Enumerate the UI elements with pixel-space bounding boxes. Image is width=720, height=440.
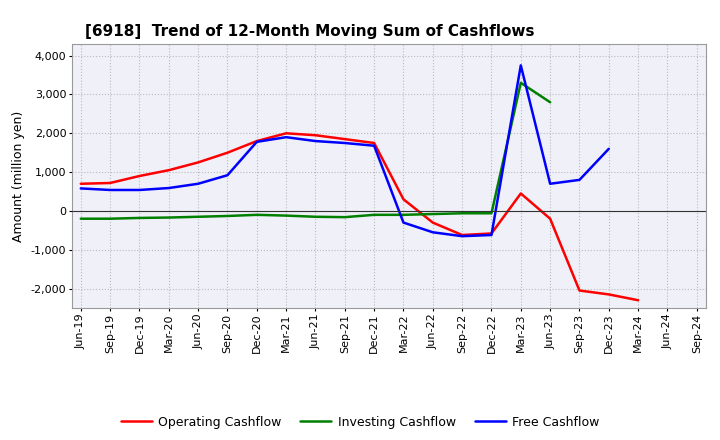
Free Cashflow	[546, 181, 554, 187]
Investing Cashflow	[311, 214, 320, 220]
Operating Cashflow	[605, 292, 613, 297]
Operating Cashflow	[164, 168, 173, 173]
Investing Cashflow	[516, 80, 525, 85]
Operating Cashflow	[106, 180, 114, 186]
Free Cashflow	[164, 185, 173, 191]
Operating Cashflow	[516, 191, 525, 196]
Operating Cashflow	[458, 232, 467, 238]
Free Cashflow	[223, 172, 232, 178]
Investing Cashflow	[76, 216, 85, 221]
Operating Cashflow	[634, 297, 642, 303]
Investing Cashflow	[458, 211, 467, 216]
Free Cashflow	[428, 230, 437, 235]
Free Cashflow	[487, 232, 496, 238]
Investing Cashflow	[399, 212, 408, 217]
Free Cashflow	[282, 135, 290, 140]
Investing Cashflow	[106, 216, 114, 221]
Legend: Operating Cashflow, Investing Cashflow, Free Cashflow: Operating Cashflow, Investing Cashflow, …	[116, 411, 604, 434]
Operating Cashflow	[399, 197, 408, 202]
Operating Cashflow	[223, 150, 232, 155]
Operating Cashflow	[546, 216, 554, 221]
Investing Cashflow	[282, 213, 290, 218]
Operating Cashflow	[282, 131, 290, 136]
Operating Cashflow	[575, 288, 584, 293]
Text: [6918]  Trend of 12-Month Moving Sum of Cashflows: [6918] Trend of 12-Month Moving Sum of C…	[85, 24, 534, 39]
Investing Cashflow	[223, 213, 232, 219]
Free Cashflow	[311, 139, 320, 144]
Operating Cashflow	[428, 220, 437, 225]
Free Cashflow	[370, 143, 379, 148]
Operating Cashflow	[341, 136, 349, 142]
Investing Cashflow	[164, 215, 173, 220]
Free Cashflow	[575, 177, 584, 183]
Investing Cashflow	[546, 99, 554, 105]
Line: Free Cashflow: Free Cashflow	[81, 66, 609, 236]
Free Cashflow	[341, 140, 349, 146]
Y-axis label: Amount (million yen): Amount (million yen)	[12, 110, 25, 242]
Free Cashflow	[106, 187, 114, 193]
Operating Cashflow	[253, 139, 261, 144]
Investing Cashflow	[487, 211, 496, 216]
Free Cashflow	[253, 139, 261, 144]
Free Cashflow	[135, 187, 144, 193]
Free Cashflow	[399, 220, 408, 225]
Investing Cashflow	[341, 215, 349, 220]
Free Cashflow	[516, 63, 525, 68]
Operating Cashflow	[76, 181, 85, 187]
Investing Cashflow	[135, 215, 144, 220]
Free Cashflow	[194, 181, 202, 187]
Operating Cashflow	[311, 132, 320, 138]
Operating Cashflow	[194, 160, 202, 165]
Investing Cashflow	[370, 212, 379, 217]
Line: Investing Cashflow: Investing Cashflow	[81, 83, 550, 219]
Operating Cashflow	[487, 231, 496, 236]
Operating Cashflow	[370, 140, 379, 146]
Investing Cashflow	[194, 214, 202, 220]
Free Cashflow	[458, 234, 467, 239]
Line: Operating Cashflow: Operating Cashflow	[81, 133, 638, 300]
Investing Cashflow	[428, 211, 437, 216]
Free Cashflow	[76, 186, 85, 191]
Operating Cashflow	[135, 173, 144, 179]
Investing Cashflow	[253, 212, 261, 217]
Free Cashflow	[605, 146, 613, 151]
